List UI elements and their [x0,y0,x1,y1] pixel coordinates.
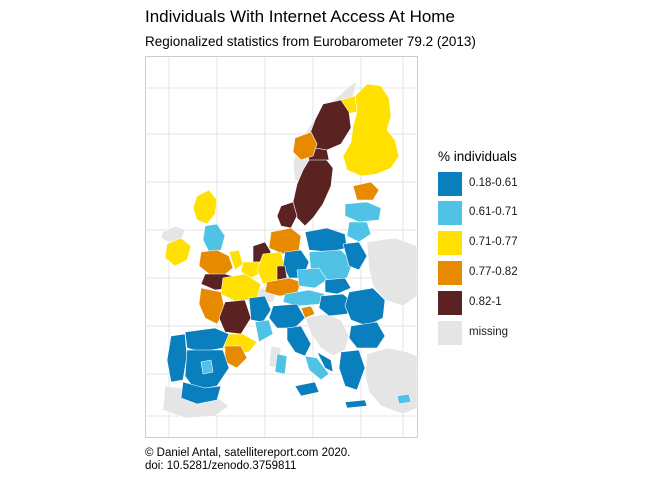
region-estonia [352,181,380,201]
region-france-east [248,295,272,323]
legend-label: missing [469,326,508,338]
region-germany-north [268,227,302,255]
region-greece [338,349,366,391]
region-missing-ukraine-belarus [366,237,418,307]
legend-title: % individuals [438,149,517,164]
region-orange-north [292,131,318,161]
legend-label: 0.77-0.82 [469,266,518,278]
region-sweden-south [292,157,334,227]
caption-copyright: © Daniel Antal, satellitereport.com 2020… [145,447,351,459]
legend-label: 0.61-0.71 [469,206,518,218]
region-romania [344,287,386,327]
region-bulgaria [348,321,386,349]
region-latvia [344,201,382,223]
region-scotland [192,189,218,225]
region-spain-madrid [200,359,214,375]
region-spain-south [180,381,222,405]
region-france-se [254,319,274,343]
legend-label: 0.82-1 [469,296,502,308]
region-italy-heel [316,351,334,373]
legend-swatch [438,261,462,285]
region-uk-north [202,223,226,253]
legend-label: 0.71-0.77 [469,236,518,248]
region-sweden-north [308,99,352,151]
region-finland [342,83,400,177]
legend-swatch [438,172,462,196]
legend-swatch [438,201,462,225]
region-slovakia [324,277,352,295]
region-france-west [198,287,226,325]
region-hungary [318,293,354,317]
region-slovenia [300,305,316,319]
region-ireland [164,237,192,267]
region-belgium [240,261,264,279]
legend-label: 0.18-0.61 [469,177,518,189]
legend-swatch [438,321,462,345]
region-lithuania [346,221,372,243]
region-sicily [294,381,320,397]
region-poland-east [342,241,368,271]
map-title: Individuals With Internet Access At Home [145,7,455,26]
legend-swatch [438,231,462,255]
region-sardinia [274,353,288,375]
region-portugal [166,333,188,383]
caption-doi: doi: 10.5281/zenodo.3759811 [145,460,297,472]
legend-swatch [438,291,462,315]
region-uk-mid [198,249,234,277]
choropleth-map [145,56,418,438]
region-cyprus [396,393,412,405]
region-germany-mid [276,265,288,281]
map-subtitle: Regionalized statistics from Eurobaromet… [145,34,476,49]
region-czechia [296,267,328,289]
region-crete [344,399,368,409]
region-spain-north [184,327,230,353]
region-italy-south [304,355,330,381]
